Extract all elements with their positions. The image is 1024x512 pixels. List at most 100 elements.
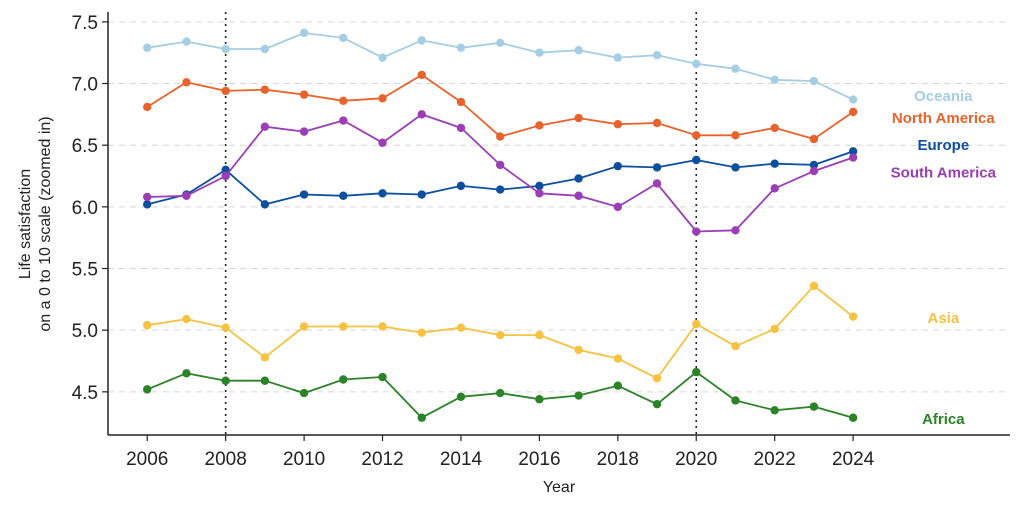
data-point-asia bbox=[652, 374, 662, 383]
data-point-europe bbox=[378, 189, 387, 198]
data-point-asia bbox=[378, 322, 387, 331]
series-europe bbox=[143, 147, 858, 209]
data-point-africa bbox=[182, 369, 191, 378]
x-tick-label: 2018 bbox=[597, 449, 639, 470]
data-point-asia bbox=[260, 353, 270, 362]
x-tick-label: 2010 bbox=[283, 449, 325, 470]
x-tick-label: 2020 bbox=[675, 449, 717, 470]
series-asia bbox=[143, 281, 858, 383]
data-point-oceania bbox=[495, 38, 505, 48]
y-axis-title: Life satisfaction on a 0 to 10 scale (zo… bbox=[17, 116, 54, 331]
data-point-north-america bbox=[692, 131, 701, 140]
data-point-north-america bbox=[495, 132, 505, 141]
data-point-asia bbox=[770, 324, 779, 334]
data-point-europe bbox=[848, 147, 858, 156]
data-point-oceania bbox=[417, 36, 426, 45]
data-point-oceania bbox=[221, 44, 230, 54]
data-point-north-america bbox=[809, 134, 819, 144]
data-point-africa bbox=[613, 381, 623, 390]
data-point-africa bbox=[378, 372, 387, 382]
data-point-north-america bbox=[535, 121, 544, 130]
y-axis-title-line1: Life satisfaction bbox=[17, 169, 34, 279]
data-point-africa bbox=[143, 385, 152, 394]
data-point-south-america bbox=[221, 171, 230, 181]
data-point-europe bbox=[456, 181, 466, 191]
data-point-oceania bbox=[652, 50, 662, 60]
data-point-africa bbox=[770, 406, 779, 415]
data-point-europe bbox=[613, 161, 623, 171]
data-point-asia bbox=[417, 328, 426, 337]
data-point-oceania bbox=[770, 75, 779, 85]
data-point-europe bbox=[731, 163, 740, 172]
series-north-america bbox=[143, 70, 858, 144]
data-point-oceania bbox=[182, 37, 191, 46]
data-point-south-america bbox=[613, 202, 623, 212]
x-tick-label: 2008 bbox=[205, 449, 247, 470]
data-point-asia bbox=[495, 330, 505, 340]
data-point-africa bbox=[456, 392, 466, 401]
x-tick-label: 2016 bbox=[518, 449, 560, 470]
data-point-south-america bbox=[731, 226, 740, 235]
y-tick-label: 4.5 bbox=[72, 383, 98, 404]
data-point-south-america bbox=[495, 160, 505, 170]
data-point-north-america bbox=[339, 96, 348, 105]
data-point-africa bbox=[574, 391, 583, 400]
data-point-asia bbox=[339, 322, 348, 331]
data-point-south-america bbox=[535, 189, 544, 198]
series-oceania bbox=[143, 28, 858, 104]
data-point-africa bbox=[848, 413, 858, 422]
data-point-south-america bbox=[299, 127, 309, 136]
data-point-south-america bbox=[574, 191, 583, 200]
x-tick-label: 2014 bbox=[440, 449, 483, 470]
data-point-europe bbox=[770, 159, 779, 168]
data-point-north-america bbox=[770, 123, 779, 133]
series-line-north-america bbox=[146, 74, 854, 140]
data-point-north-america bbox=[182, 78, 191, 87]
data-point-africa bbox=[809, 402, 819, 411]
data-point-europe bbox=[809, 160, 819, 170]
data-point-oceania bbox=[299, 28, 309, 38]
data-point-north-america bbox=[417, 70, 426, 80]
series-south-america bbox=[143, 110, 858, 236]
y-tick-label: 7.0 bbox=[72, 75, 98, 96]
data-point-north-america bbox=[613, 120, 623, 129]
data-point-europe bbox=[652, 163, 662, 172]
data-point-south-america bbox=[417, 110, 426, 119]
data-point-north-america bbox=[456, 97, 466, 107]
x-axis-title: Year bbox=[543, 479, 576, 496]
data-point-europe bbox=[221, 165, 230, 175]
data-point-north-america bbox=[652, 118, 662, 128]
data-point-africa bbox=[535, 395, 544, 404]
data-point-south-america bbox=[692, 227, 701, 236]
data-point-asia bbox=[221, 323, 230, 332]
y-tick-label: 7.5 bbox=[72, 13, 98, 34]
data-point-south-america bbox=[809, 166, 819, 176]
data-point-europe bbox=[417, 190, 426, 199]
data-point-south-america bbox=[652, 179, 662, 188]
data-point-africa bbox=[692, 367, 701, 377]
x-tick-label: 2022 bbox=[754, 449, 796, 470]
series-label-europe: Europe bbox=[917, 137, 969, 154]
data-point-europe bbox=[299, 190, 309, 199]
series-label-africa: Africa bbox=[922, 411, 965, 428]
data-point-north-america bbox=[731, 131, 740, 140]
data-point-north-america bbox=[378, 94, 387, 103]
data-point-oceania bbox=[809, 76, 819, 86]
series bbox=[143, 28, 858, 422]
data-point-oceania bbox=[731, 64, 740, 73]
data-point-north-america bbox=[260, 85, 270, 94]
y-axis-title-line2: on a 0 to 10 scale (zoomed in) bbox=[37, 116, 54, 331]
data-point-oceania bbox=[574, 46, 583, 55]
data-point-africa bbox=[299, 388, 309, 398]
series-line-europe bbox=[146, 150, 854, 206]
data-point-africa bbox=[731, 396, 740, 405]
data-point-oceania bbox=[692, 59, 701, 68]
data-point-north-america bbox=[848, 107, 858, 117]
data-point-europe bbox=[535, 181, 544, 191]
data-point-asia bbox=[299, 322, 309, 331]
series-line-south-america bbox=[147, 113, 854, 233]
data-point-south-america bbox=[848, 153, 858, 162]
data-point-north-america bbox=[143, 102, 152, 112]
data-point-asia bbox=[143, 321, 152, 330]
ticks: 4.5 5.0 5.5 6.0 6.5 7.0 7.5 2006 2008 2010 2012 201… bbox=[72, 13, 875, 470]
